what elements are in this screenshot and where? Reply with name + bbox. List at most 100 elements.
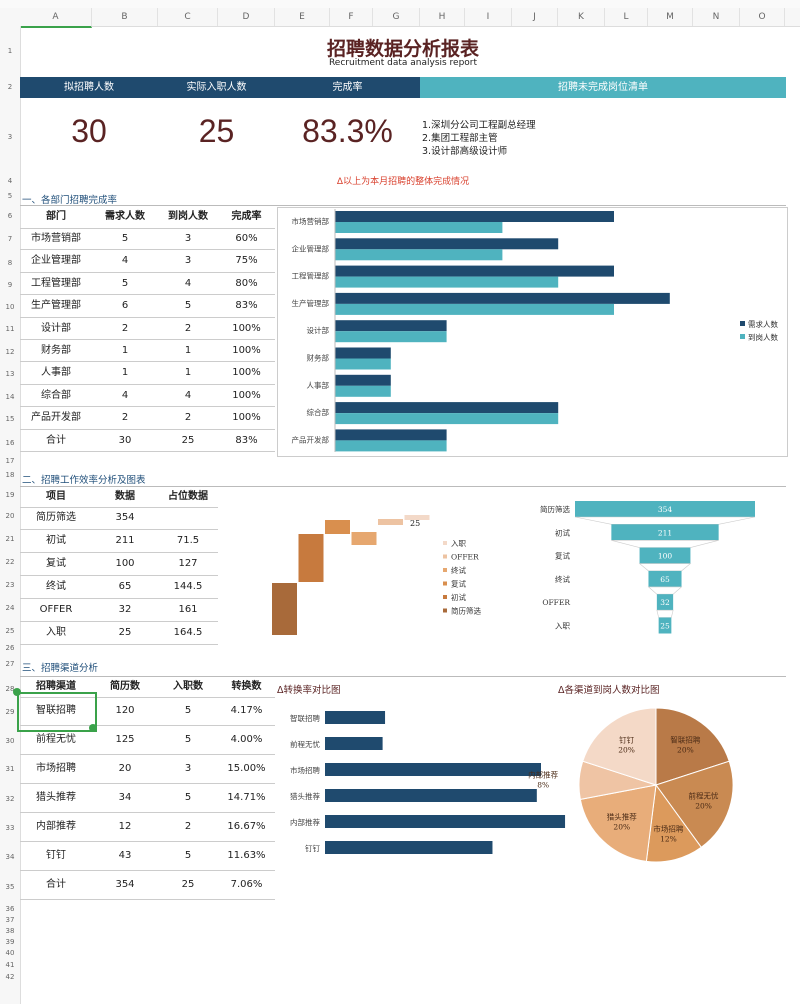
- column-header-N[interactable]: N: [693, 8, 740, 26]
- table-cell[interactable]: 164.5: [173, 627, 203, 638]
- table-cell[interactable]: 144.5: [173, 581, 203, 592]
- table-cell[interactable]: 5: [184, 705, 192, 716]
- table-cell[interactable]: 4: [121, 389, 129, 401]
- row-header-20[interactable]: 20: [5, 512, 15, 520]
- row-header-19[interactable]: 19: [5, 491, 15, 499]
- table-cell[interactable]: 5: [121, 233, 129, 244]
- table-cell[interactable]: 5: [121, 277, 129, 289]
- row-header-14[interactable]: 14: [5, 393, 15, 401]
- table-cell[interactable]: 11.63%: [227, 850, 266, 861]
- row-header-3[interactable]: 3: [7, 133, 13, 141]
- table-cell[interactable]: 20: [118, 763, 132, 774]
- table-cell[interactable]: 内部推荐: [36, 821, 76, 832]
- row-header-25[interactable]: 25: [5, 627, 15, 635]
- row-header-35[interactable]: 35: [5, 883, 15, 891]
- table-cell[interactable]: 2: [121, 322, 129, 334]
- table-cell[interactable]: 2: [121, 412, 129, 424]
- selection-handle[interactable]: [13, 688, 21, 696]
- column-header-I[interactable]: I: [465, 8, 512, 26]
- table-cell[interactable]: 1: [184, 345, 192, 356]
- column-header-M[interactable]: M: [648, 8, 693, 26]
- row-header-24[interactable]: 24: [5, 604, 15, 612]
- table-cell[interactable]: 4.17%: [230, 705, 263, 716]
- row-header-7[interactable]: 7: [7, 235, 13, 243]
- column-header-J[interactable]: J: [512, 8, 558, 26]
- row-header-29[interactable]: 29: [5, 708, 15, 716]
- table-cell[interactable]: 4.00%: [230, 734, 263, 745]
- row-header-41[interactable]: 41: [5, 961, 15, 969]
- table-cell[interactable]: 100%: [232, 345, 261, 356]
- table-cell[interactable]: 智联招聘: [36, 705, 76, 716]
- table-cell[interactable]: 5: [184, 792, 192, 803]
- row-header-11[interactable]: 11: [5, 325, 15, 333]
- table-cell[interactable]: 3: [184, 763, 192, 774]
- table-cell[interactable]: 1: [121, 367, 129, 379]
- table-cell[interactable]: 终试: [46, 581, 66, 592]
- column-header-K[interactable]: K: [558, 8, 605, 26]
- table-cell[interactable]: 1: [121, 345, 129, 356]
- row-header-1[interactable]: 1: [7, 47, 13, 55]
- table-cell[interactable]: 30: [118, 434, 132, 446]
- row-header-12[interactable]: 12: [5, 348, 15, 356]
- row-header-6[interactable]: 6: [7, 212, 13, 220]
- table-cell[interactable]: 25: [181, 879, 195, 890]
- table-cell[interactable]: 6: [121, 300, 129, 312]
- table-cell[interactable]: 财务部: [41, 345, 71, 356]
- row-header-42[interactable]: 42: [5, 973, 15, 981]
- table-cell[interactable]: 100: [115, 558, 135, 569]
- row-header-9[interactable]: 9: [7, 281, 13, 289]
- table-cell[interactable]: 5: [184, 850, 192, 861]
- table-cell[interactable]: 5: [184, 300, 192, 312]
- table-cell[interactable]: 复试: [46, 558, 66, 569]
- table-cell[interactable]: 127: [178, 558, 198, 569]
- row-header-34[interactable]: 34: [5, 853, 15, 861]
- row-header-36[interactable]: 36: [5, 905, 15, 913]
- column-header-D[interactable]: D: [218, 8, 275, 26]
- column-header-B[interactable]: B: [92, 8, 158, 26]
- table-cell[interactable]: 4: [121, 255, 129, 267]
- table-cell[interactable]: 14.71%: [227, 792, 266, 803]
- row-header-26[interactable]: 26: [5, 644, 15, 652]
- column-header-O[interactable]: O: [740, 8, 785, 26]
- table-cell[interactable]: 前程无忧: [36, 734, 76, 745]
- selection-handle[interactable]: [89, 724, 97, 732]
- row-header-22[interactable]: 22: [5, 558, 15, 566]
- table-cell[interactable]: 猎头推荐: [36, 792, 76, 803]
- table-cell[interactable]: 125: [115, 734, 135, 745]
- table-cell[interactable]: 15.00%: [227, 763, 266, 774]
- row-header-33[interactable]: 33: [5, 824, 15, 832]
- row-header-23[interactable]: 23: [5, 581, 15, 589]
- row-header-28[interactable]: 28: [5, 685, 15, 693]
- row-header-18[interactable]: 18: [5, 471, 15, 479]
- table-cell[interactable]: 12: [118, 821, 132, 832]
- row-header-38[interactable]: 38: [5, 927, 15, 935]
- table-cell[interactable]: 合计: [46, 434, 66, 446]
- table-cell[interactable]: 综合部: [41, 389, 71, 401]
- table-cell[interactable]: 2: [184, 821, 192, 832]
- table-cell[interactable]: 161: [178, 604, 198, 615]
- table-cell[interactable]: 钉钉: [46, 850, 66, 861]
- table-cell[interactable]: 16.67%: [227, 821, 266, 832]
- row-header-32[interactable]: 32: [5, 795, 15, 803]
- table-cell[interactable]: 人事部: [41, 367, 71, 379]
- table-cell[interactable]: 100%: [232, 367, 261, 379]
- row-header-15[interactable]: 15: [5, 415, 15, 423]
- selected-cell-A29[interactable]: [17, 692, 97, 732]
- table-cell[interactable]: 71.5: [176, 535, 200, 546]
- row-header-8[interactable]: 8: [7, 259, 13, 267]
- column-header-E[interactable]: E: [275, 8, 330, 26]
- row-header-13[interactable]: 13: [5, 370, 15, 378]
- row-header-37[interactable]: 37: [5, 916, 15, 924]
- row-header-27[interactable]: 27: [5, 660, 15, 668]
- table-cell[interactable]: 设计部: [41, 322, 71, 334]
- table-cell[interactable]: 3: [184, 233, 192, 244]
- table-cell[interactable]: 32: [118, 604, 132, 615]
- table-cell[interactable]: 120: [115, 705, 135, 716]
- row-header-17[interactable]: 17: [5, 457, 15, 465]
- row-header-5[interactable]: 5: [7, 192, 13, 200]
- table-cell[interactable]: 企业管理部: [31, 255, 81, 267]
- table-cell[interactable]: 354: [115, 512, 135, 523]
- table-cell[interactable]: 产品开发部: [31, 412, 81, 424]
- table-cell[interactable]: 80%: [235, 277, 258, 289]
- table-cell[interactable]: 25: [118, 627, 132, 638]
